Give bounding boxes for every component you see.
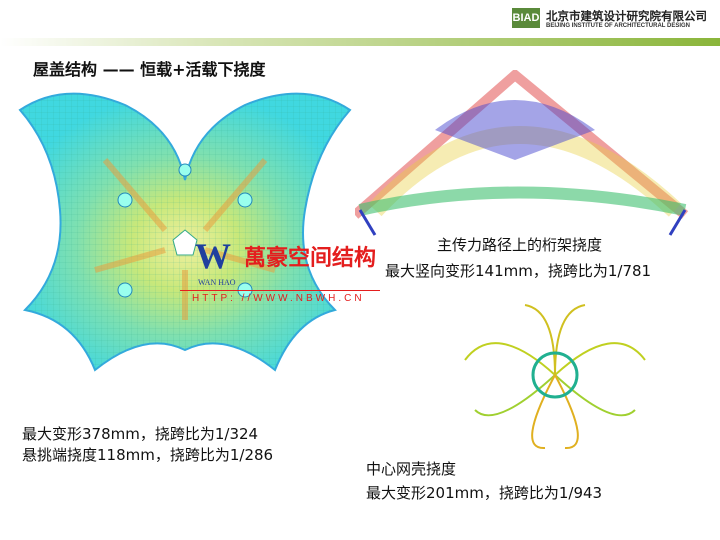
slide-title: 屋盖结构 —— 恒载+活载下挠度 xyxy=(33,60,266,79)
central-shell-deflection xyxy=(464,304,646,450)
shell-caption-1: 中心网壳挠度 xyxy=(366,460,457,478)
truss-caption-2: 最大竖向变形141mm，挠跨比为1/781 xyxy=(385,262,652,280)
truss-deflection-diagram xyxy=(355,70,689,236)
roof-caption-2: 悬挑端挠度118mm，挠跨比为1/286 xyxy=(22,446,274,464)
header-gradient-bar xyxy=(0,38,720,46)
truss-caption-1: 主传力路径上的桁架挠度 xyxy=(437,236,603,254)
watermark-cn: 萬豪空间结构 xyxy=(244,246,377,271)
wanhao-logo-icon: W xyxy=(195,236,231,276)
shell-caption-2: 最大变形201mm，挠跨比为1/943 xyxy=(366,484,603,502)
watermark-divider xyxy=(180,290,380,291)
biad-logo: BIAD xyxy=(512,8,540,28)
watermark-url: HTTP: //WWW.NBWH.CN xyxy=(192,293,365,304)
org-name-en: BEIJING INSTITUTE OF ARCHITECTURAL DESIG… xyxy=(546,23,691,29)
roof-deflection-mesh xyxy=(18,92,352,372)
roof-caption-1: 最大变形378mm，挠跨比为1/324 xyxy=(22,425,259,443)
org-name-cn: 北京市建筑设计研究院有限公司 xyxy=(546,9,707,23)
watermark-brand: WAN HAO xyxy=(198,278,236,287)
